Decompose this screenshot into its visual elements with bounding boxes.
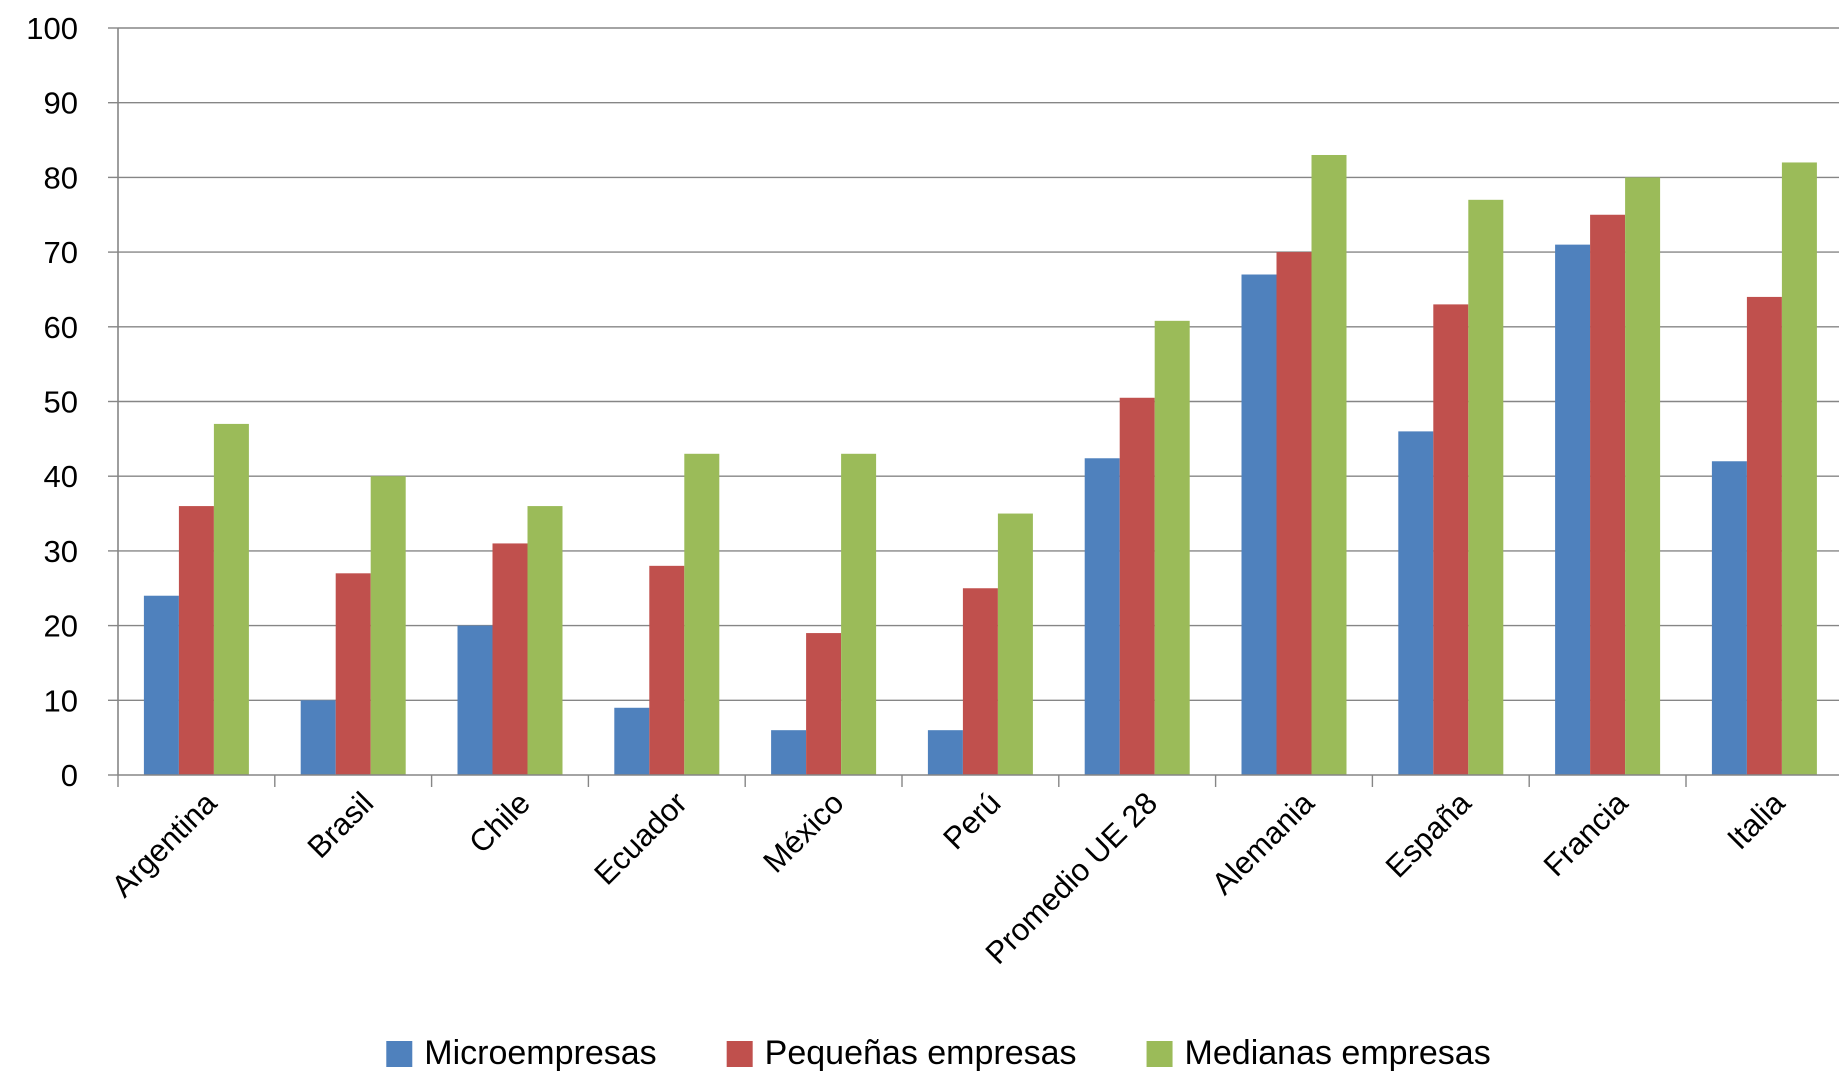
bar	[457, 625, 493, 775]
bar	[1746, 296, 1782, 775]
bar	[841, 453, 877, 775]
legend-item: Microempresas	[386, 1034, 657, 1072]
y-tick-label: 0	[61, 758, 78, 793]
bar	[997, 513, 1033, 775]
legend-label: Microempresas	[424, 1034, 656, 1072]
y-tick-label: 40	[44, 459, 78, 494]
x-tick-label: Ecuador	[587, 785, 693, 891]
bar	[527, 506, 563, 775]
legend-swatch	[1146, 1041, 1173, 1067]
bars	[143, 154, 1817, 776]
bar	[143, 595, 179, 775]
y-tick-label: 10	[44, 683, 78, 718]
bar	[1711, 461, 1747, 775]
legend-label: Medianas empresas	[1185, 1034, 1491, 1072]
bar	[335, 573, 371, 775]
x-tick-label: Francia	[1537, 785, 1635, 883]
bar	[1276, 252, 1312, 776]
x-tick-label: Alemania	[1205, 785, 1322, 902]
bar	[684, 453, 720, 775]
bar	[614, 707, 650, 775]
bar	[213, 423, 249, 775]
axes	[108, 27, 1839, 787]
y-tick-label: 30	[44, 534, 78, 569]
bar	[1119, 397, 1155, 775]
bar	[927, 730, 963, 775]
x-tick-label: Perú	[936, 785, 1007, 856]
bar	[300, 700, 336, 775]
x-tick-label: Brasil	[301, 785, 381, 865]
y-tick-label: 80	[44, 160, 78, 195]
bar	[370, 476, 406, 775]
y-tick-label: 70	[44, 235, 78, 270]
x-tick-label: Chile	[462, 785, 537, 860]
x-tick-label: México	[756, 785, 850, 879]
bar	[1241, 274, 1277, 775]
y-tick-label: 90	[44, 86, 78, 121]
bar	[492, 543, 528, 775]
x-tick-label: Argentina	[105, 785, 224, 904]
legend-item: Pequeñas empresas	[726, 1034, 1077, 1072]
bar	[1590, 214, 1626, 775]
y-tick-label: 50	[44, 385, 78, 420]
x-tick-label: Promedio UE 28	[979, 785, 1165, 971]
bar	[178, 506, 214, 775]
bar	[1468, 199, 1504, 775]
y-axis-tick-labels: 0 10 20 30 40 50 60 70 80 90 100	[26, 11, 78, 793]
bar	[1311, 154, 1347, 776]
bar	[1781, 162, 1817, 775]
bar	[806, 633, 842, 775]
y-tick-label: 60	[44, 310, 78, 345]
bar	[1433, 304, 1469, 775]
legend-label: Pequeñas empresas	[765, 1034, 1077, 1072]
bar	[1154, 320, 1190, 775]
x-tick-label: Italia	[1720, 785, 1792, 857]
bar	[649, 565, 685, 775]
legend-swatch	[386, 1041, 413, 1067]
x-axis-tick-labels: Argentina Brasil Chile Ecuador México PerúPro…	[105, 785, 1792, 971]
bar	[1398, 431, 1434, 775]
bar	[1555, 244, 1591, 775]
bar	[962, 588, 998, 775]
y-tick-label: 100	[26, 11, 78, 46]
bar	[771, 730, 807, 775]
legend-item: Medianas empresas	[1146, 1034, 1491, 1072]
x-tick-label: España	[1379, 785, 1479, 885]
legend: Microempresas Pequeñas empresas Medianas e…	[386, 1034, 1491, 1072]
legend-swatch	[726, 1041, 753, 1067]
bar	[1625, 177, 1661, 775]
y-tick-label: 20	[44, 609, 78, 644]
bar	[1084, 458, 1120, 775]
